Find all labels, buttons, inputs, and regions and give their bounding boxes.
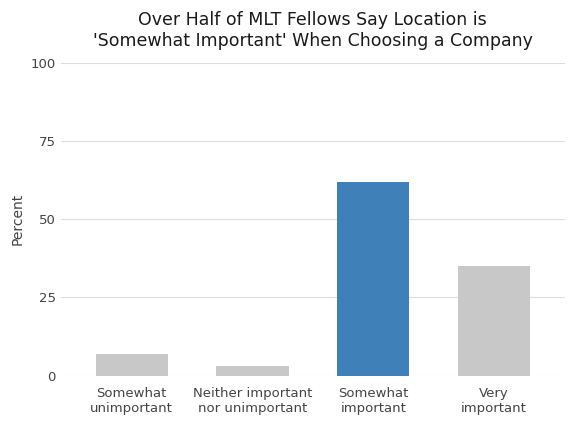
Bar [458, 266, 530, 376]
Bar [96, 354, 168, 376]
Title: Over Half of MLT Fellows Say Location is
'Somewhat Important' When Choosing a Co: Over Half of MLT Fellows Say Location is… [93, 11, 533, 50]
Bar [337, 181, 410, 376]
Y-axis label: Percent: Percent [11, 193, 25, 245]
Bar [216, 366, 289, 376]
